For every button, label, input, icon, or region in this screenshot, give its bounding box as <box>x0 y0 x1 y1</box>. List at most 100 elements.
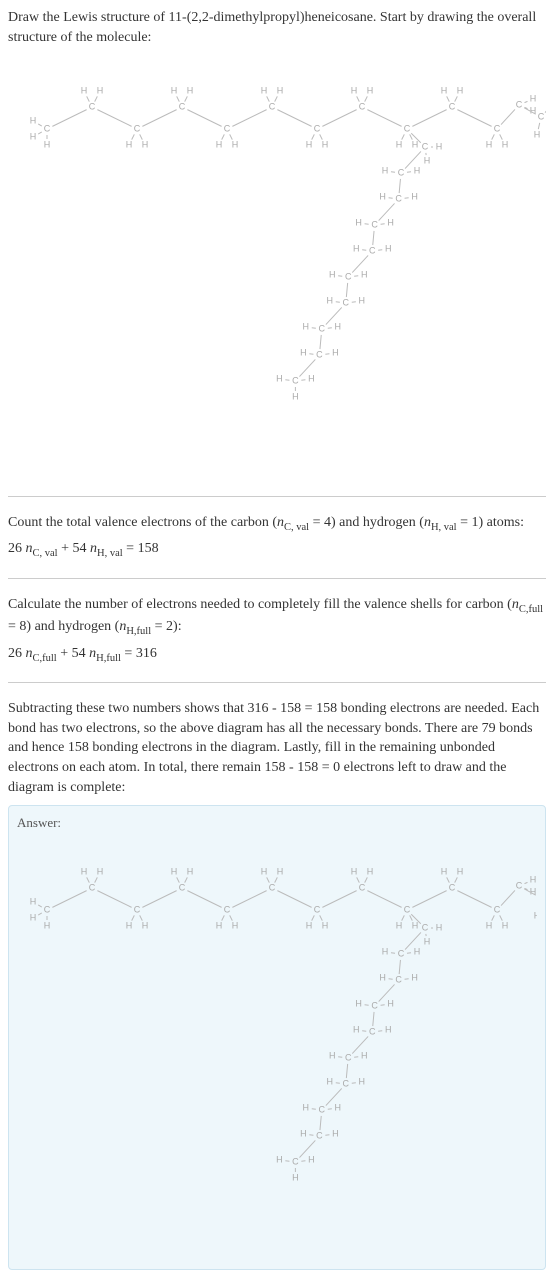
svg-text:H: H <box>534 911 537 921</box>
svg-text:H: H <box>30 132 37 142</box>
svg-text:H: H <box>385 1025 392 1035</box>
svg-text:H: H <box>412 921 419 931</box>
svg-text:H: H <box>126 140 133 150</box>
svg-text:H: H <box>355 218 362 228</box>
svg-text:C: C <box>369 1027 376 1037</box>
svg-text:H: H <box>502 140 509 150</box>
svg-text:H: H <box>387 218 394 228</box>
svg-text:C: C <box>398 949 405 959</box>
molecule-diagram-1: CHHHCHHCHHCHHCHHCHHCHHCHHCHHCHHCHHCHHCHH… <box>8 55 546 480</box>
calc-full-formula: 26 nC,full + 54 nH,full = 316 <box>8 644 546 666</box>
svg-text:H: H <box>351 86 358 96</box>
svg-text:H: H <box>142 921 149 931</box>
svg-text:C: C <box>516 100 523 110</box>
svg-text:H: H <box>359 296 366 306</box>
svg-text:H: H <box>436 142 443 152</box>
svg-text:C: C <box>371 220 378 230</box>
svg-text:C: C <box>404 905 411 915</box>
count-valence-text: Count the total valence electrons of the… <box>8 513 546 535</box>
svg-text:C: C <box>422 923 429 933</box>
svg-text:H: H <box>335 322 342 332</box>
answer-box: Answer: CHHHCHHCHHCHHCHHCHHCHHCHHCHHCHHC… <box>8 805 546 1270</box>
svg-text:H: H <box>276 1155 283 1165</box>
svg-text:C: C <box>371 1001 378 1011</box>
svg-text:C: C <box>343 1079 350 1089</box>
svg-text:C: C <box>224 905 231 915</box>
svg-text:H: H <box>306 140 313 150</box>
svg-text:C: C <box>316 350 323 360</box>
divider-1 <box>8 496 546 497</box>
svg-text:H: H <box>486 921 493 931</box>
svg-text:H: H <box>232 140 239 150</box>
svg-text:H: H <box>300 1129 307 1139</box>
svg-text:C: C <box>89 883 96 893</box>
svg-text:H: H <box>367 867 374 877</box>
svg-text:H: H <box>81 86 88 96</box>
svg-text:C: C <box>224 124 231 134</box>
svg-text:C: C <box>319 1105 326 1115</box>
svg-text:H: H <box>441 86 448 96</box>
svg-text:H: H <box>361 270 368 280</box>
svg-text:H: H <box>81 867 88 877</box>
svg-text:H: H <box>261 867 268 877</box>
svg-text:H: H <box>382 166 389 176</box>
svg-text:C: C <box>269 883 276 893</box>
molecule-diagram-2: CHHHCHHCHHCHHCHHCHHCHHCHHCHHCHHCHHCHHCHH… <box>17 836 537 1261</box>
svg-text:C: C <box>345 1053 352 1063</box>
svg-text:H: H <box>187 867 194 877</box>
subtract-text: Subtracting these two numbers shows that… <box>8 699 546 797</box>
svg-text:C: C <box>449 883 456 893</box>
svg-text:C: C <box>134 905 141 915</box>
svg-text:H: H <box>424 156 431 166</box>
svg-text:H: H <box>530 875 537 885</box>
svg-text:H: H <box>486 140 493 150</box>
svg-text:H: H <box>308 374 315 384</box>
svg-text:C: C <box>345 272 352 282</box>
svg-text:C: C <box>179 102 186 112</box>
count-valence-formula: 26 nC, val + 54 nH, val = 158 <box>8 539 546 561</box>
svg-text:H: H <box>414 166 421 176</box>
svg-text:H: H <box>382 947 389 957</box>
svg-text:H: H <box>412 140 419 150</box>
svg-text:H: H <box>142 140 149 150</box>
svg-text:H: H <box>361 1051 368 1061</box>
svg-text:H: H <box>44 921 51 931</box>
svg-text:C: C <box>134 124 141 134</box>
svg-text:H: H <box>332 348 339 358</box>
svg-text:H: H <box>277 867 284 877</box>
svg-text:H: H <box>327 296 334 306</box>
svg-text:H: H <box>436 923 443 933</box>
svg-text:C: C <box>395 975 402 985</box>
svg-text:H: H <box>44 140 51 150</box>
divider-3 <box>8 682 546 683</box>
svg-text:H: H <box>414 947 421 957</box>
svg-text:H: H <box>277 86 284 96</box>
svg-text:H: H <box>216 140 223 150</box>
calc-full-text: Calculate the number of electrons needed… <box>8 595 546 640</box>
svg-text:H: H <box>530 94 537 104</box>
svg-text:H: H <box>359 1077 366 1087</box>
svg-text:H: H <box>126 921 133 931</box>
svg-text:H: H <box>441 867 448 877</box>
svg-text:H: H <box>97 86 104 96</box>
svg-text:H: H <box>387 999 394 1009</box>
svg-text:C: C <box>292 1157 299 1167</box>
svg-text:C: C <box>395 194 402 204</box>
svg-text:C: C <box>516 881 523 891</box>
svg-text:H: H <box>306 921 313 931</box>
svg-text:H: H <box>171 86 178 96</box>
svg-text:H: H <box>322 921 329 931</box>
divider-2 <box>8 578 546 579</box>
svg-text:H: H <box>534 130 541 140</box>
svg-text:C: C <box>404 124 411 134</box>
svg-text:C: C <box>494 905 501 915</box>
svg-text:C: C <box>449 102 456 112</box>
svg-text:H: H <box>308 1155 315 1165</box>
svg-text:H: H <box>30 897 37 907</box>
svg-text:H: H <box>502 921 509 931</box>
svg-text:H: H <box>292 1173 299 1183</box>
svg-text:C: C <box>89 102 96 112</box>
svg-text:H: H <box>292 392 299 402</box>
svg-text:H: H <box>232 921 239 931</box>
svg-text:H: H <box>97 867 104 877</box>
